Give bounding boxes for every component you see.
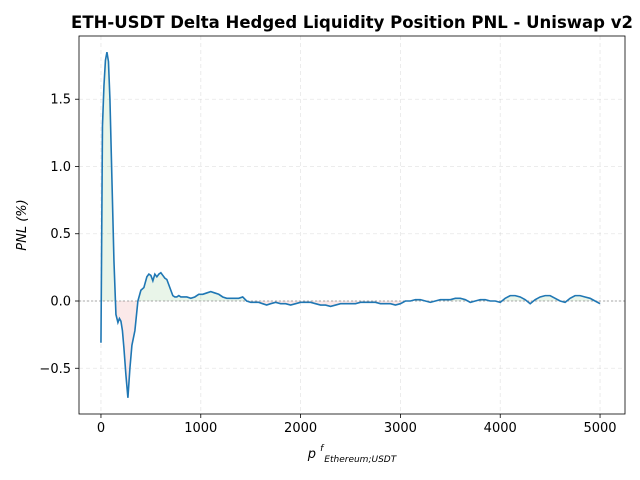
x-axis-label: p f Ethereum;USDT <box>307 440 398 465</box>
y-tick-label: 1.5 <box>50 93 71 108</box>
x-tick-label: 3000 <box>384 421 417 436</box>
negative-pnl-area <box>100 301 601 398</box>
y-tick-label: 1.0 <box>50 160 71 175</box>
y-tick-label: −0.5 <box>39 362 71 377</box>
axes-frame <box>78 35 626 415</box>
pnl-series-line <box>100 51 601 398</box>
x-tick-label: 4000 <box>484 421 517 436</box>
y-axis-label: PNL (%) <box>15 199 30 250</box>
x-axis-label-sup: f <box>320 444 325 454</box>
x-tick-label: 1000 <box>184 421 217 436</box>
y-axis-ticks: −0.5 0.0 0.5 1.0 1.5 <box>39 93 79 377</box>
positive-pnl-area <box>101 52 596 302</box>
x-tick-label: 0 <box>97 421 105 436</box>
x-tick-label: 5000 <box>583 421 616 436</box>
x-axis-label-sub: Ethereum;USDT <box>324 455 397 465</box>
grid <box>79 36 625 414</box>
pnl-fill-areas <box>100 52 601 398</box>
x-tick-label: 2000 <box>284 421 317 436</box>
x-axis-ticks: 0 1000 2000 3000 4000 5000 <box>97 414 617 436</box>
x-axis-label-main: p <box>307 447 316 462</box>
chart-title: ETH-USDT Delta Hedged Liquidity Position… <box>71 13 633 32</box>
y-tick-label: 0.0 <box>50 295 71 310</box>
y-tick-label: 0.5 <box>50 227 71 242</box>
